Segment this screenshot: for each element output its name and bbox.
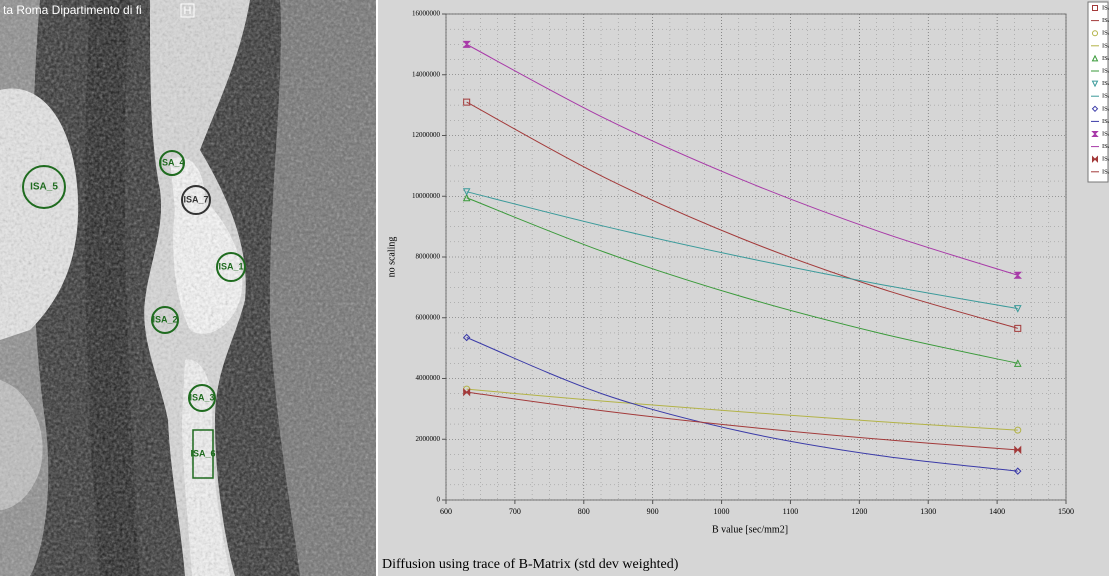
legend-label: ISA_5 xyxy=(1102,118,1109,125)
y-tick-label: 12000000 xyxy=(412,131,441,139)
legend-marker xyxy=(1092,30,1098,37)
series-line xyxy=(466,388,1018,431)
y-axis-label: no scaling xyxy=(386,237,397,278)
legend-label: ISA_5 xyxy=(1102,105,1109,112)
data-point xyxy=(1013,271,1022,279)
legend-label: ISA_2 xyxy=(1102,30,1109,37)
y-tick-label: 16000000 xyxy=(412,10,441,18)
image-header: ta Roma Dipartimento di fi xyxy=(3,3,142,17)
series-line xyxy=(466,391,1018,451)
data-point xyxy=(1014,467,1022,475)
x-tick-label: 900 xyxy=(647,507,659,516)
data-point xyxy=(462,193,471,202)
y-tick-label: 4000000 xyxy=(416,374,441,382)
x-axis-label: B value [sec/mm2] xyxy=(712,524,788,535)
roi-outline xyxy=(181,185,211,215)
x-tick-label: 1400 xyxy=(989,507,1005,516)
y-tick-label: 6000000 xyxy=(416,313,441,321)
data-point xyxy=(463,98,471,106)
roi-outline xyxy=(22,165,66,209)
roi-label: ISA_7 xyxy=(183,194,208,204)
data-point xyxy=(1014,445,1022,455)
roi-label: ISA_2 xyxy=(152,314,177,324)
legend-marker xyxy=(1091,131,1099,137)
x-tick-label: 1000 xyxy=(714,507,730,516)
roi-label: ISA_5 xyxy=(30,182,58,193)
legend-label: ISA_7 xyxy=(1102,168,1109,175)
legend-marker xyxy=(1092,155,1098,163)
roi-label: ISA_6 xyxy=(190,448,215,458)
roi-outline xyxy=(151,306,179,334)
mri-image xyxy=(0,0,376,576)
series-line xyxy=(466,337,1018,472)
series-line xyxy=(466,191,1018,310)
x-tick-label: 700 xyxy=(509,507,521,516)
legend-marker xyxy=(1092,5,1098,11)
legend-marker xyxy=(1091,80,1099,88)
x-tick-label: 1200 xyxy=(851,507,867,516)
legend-marker xyxy=(1091,54,1099,62)
series-line xyxy=(466,197,1018,364)
x-tick-label: 800 xyxy=(578,507,590,516)
x-tick-label: 1100 xyxy=(783,507,799,516)
roi-outline xyxy=(159,150,185,176)
legend-label: ISA_6 xyxy=(1102,143,1109,150)
series-line xyxy=(466,43,1018,276)
legend-label: ISA_1 xyxy=(1102,17,1109,24)
legend-marker xyxy=(1091,105,1099,113)
legend-label: ISA_2 xyxy=(1102,42,1109,49)
roi-label: ISA_1 xyxy=(218,261,243,271)
y-tick-label: 0 xyxy=(437,496,441,504)
legend-label: ISA_3 xyxy=(1102,67,1109,74)
header-button[interactable]: H xyxy=(184,5,192,17)
roi-label: ISA_3 xyxy=(189,392,214,402)
data-point xyxy=(1014,324,1022,332)
legend-label: ISA_4 xyxy=(1102,80,1109,87)
roi-outline xyxy=(216,252,246,282)
x-tick-label: 1500 xyxy=(1058,507,1074,516)
legend-label: ISA_6 xyxy=(1102,130,1109,137)
legend-label: ISA_7 xyxy=(1102,156,1109,163)
x-tick-label: 600 xyxy=(440,507,452,516)
legend-label: ISA_1 xyxy=(1102,4,1109,11)
y-tick-label: 2000000 xyxy=(416,435,441,443)
roi-outline xyxy=(192,429,214,479)
y-tick-label: 14000000 xyxy=(412,70,441,78)
y-tick-label: 10000000 xyxy=(412,192,441,200)
header-button-frame[interactable] xyxy=(180,3,195,18)
roi-outline xyxy=(188,384,216,412)
legend-label: ISA_3 xyxy=(1102,55,1109,62)
y-tick-label: 8000000 xyxy=(416,253,441,261)
chart-caption: Diffusion using trace of B-Matrix (std d… xyxy=(382,557,679,572)
data-point xyxy=(462,333,471,342)
x-tick-label: 1300 xyxy=(920,507,936,516)
series-line xyxy=(466,101,1018,329)
legend-label: ISA_4 xyxy=(1102,93,1109,100)
roi-label: ISA_4 xyxy=(159,157,184,167)
